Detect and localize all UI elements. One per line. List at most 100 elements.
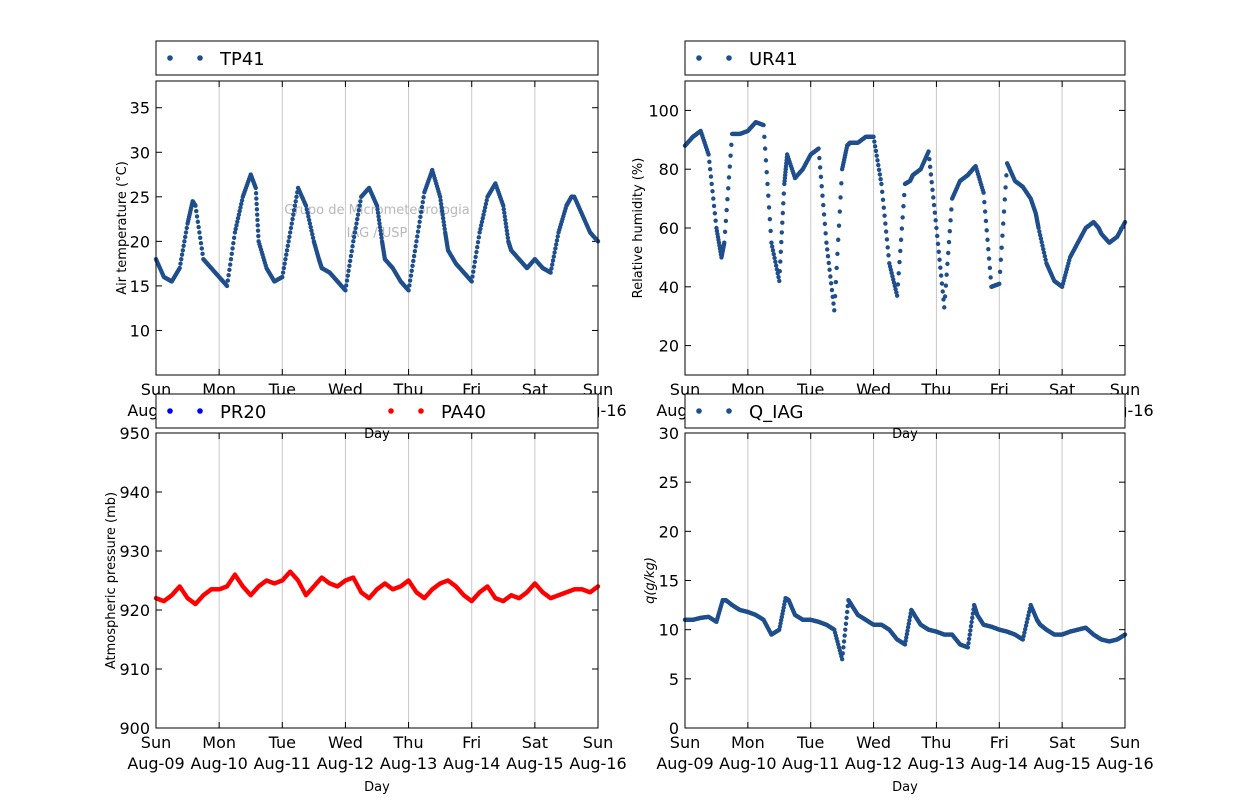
- data-point: [874, 153, 879, 158]
- data-point: [230, 246, 235, 251]
- data-point: [729, 142, 734, 147]
- data-point: [842, 633, 847, 638]
- data-point: [928, 172, 934, 177]
- data-point: [224, 283, 230, 289]
- y-tick-label: 910: [119, 660, 150, 679]
- data-point: [289, 221, 294, 226]
- plot-frame: [155, 432, 599, 729]
- data-point: [379, 235, 384, 240]
- x-tick-label-day: Sat: [522, 733, 548, 752]
- data-point: [356, 207, 362, 213]
- data-point: [374, 203, 380, 208]
- data-point: [345, 273, 350, 278]
- series-UR41: [682, 119, 1128, 313]
- data-point: [986, 256, 992, 261]
- data-point: [306, 217, 312, 223]
- data-point: [938, 273, 944, 278]
- data-point: [836, 223, 842, 228]
- data-point: [410, 263, 415, 269]
- legend-frame: [684, 393, 1126, 429]
- data-point: [178, 261, 183, 266]
- data-point: [904, 635, 909, 640]
- data-point: [198, 235, 203, 240]
- y-tick-label: 900: [119, 719, 150, 738]
- data-point: [966, 640, 971, 646]
- data-point: [1039, 239, 1044, 245]
- x-tick-label-date: Aug-13: [908, 754, 965, 773]
- data-point: [935, 233, 940, 239]
- data-point: [708, 174, 714, 179]
- data-point: [773, 259, 778, 265]
- data-point: [442, 226, 447, 232]
- data-point: [479, 219, 485, 224]
- data-point: [778, 249, 783, 255]
- data-point: [280, 274, 285, 280]
- data-point: [309, 228, 314, 233]
- data-point: [376, 214, 381, 219]
- data-point: [228, 256, 234, 262]
- data-point: [375, 210, 381, 216]
- data-point: [183, 230, 189, 235]
- data-point: [943, 283, 949, 288]
- data-point: [439, 208, 445, 214]
- data-point: [834, 265, 839, 271]
- data-point: [897, 259, 902, 265]
- data-point: [1023, 623, 1029, 628]
- data-point: [709, 181, 714, 187]
- data-point: [905, 628, 910, 633]
- data-point: [472, 259, 478, 265]
- data-point: [711, 203, 717, 209]
- data-point: [234, 223, 239, 228]
- data-point: [872, 139, 877, 144]
- data-point: [1000, 233, 1005, 238]
- data-point: [728, 153, 733, 158]
- data-point: [501, 203, 506, 208]
- data-point: [549, 266, 554, 271]
- data-point: [232, 230, 238, 235]
- data-point: [968, 624, 974, 629]
- data-point: [707, 159, 712, 165]
- data-point: [879, 181, 884, 187]
- y-tick-label: 20: [659, 522, 679, 541]
- data-point: [840, 651, 845, 656]
- data-point: [1041, 246, 1046, 252]
- data-point: [415, 229, 421, 234]
- data-point: [942, 305, 947, 310]
- data-point: [470, 274, 475, 279]
- x-tick-label-date: Aug-15: [506, 754, 563, 773]
- legend-marker: [388, 408, 394, 414]
- data-point: [765, 181, 770, 187]
- data-point: [475, 244, 480, 250]
- data-point: [354, 221, 359, 226]
- x-tick-label-day: Fri: [462, 733, 481, 752]
- chart-panel-1: 101520253035SunAug-09MonAug-10TueAug-11W…: [115, 40, 627, 442]
- data-point: [780, 210, 786, 216]
- x-tick-label-date: Aug-10: [719, 754, 776, 773]
- data-point: [195, 219, 201, 224]
- data-point: [878, 177, 883, 182]
- grid-lines: [747, 433, 1063, 728]
- x-tick-label-date: Aug-11: [782, 754, 839, 773]
- data-point: [711, 196, 716, 201]
- data-point: [931, 202, 937, 208]
- data-point: [179, 256, 184, 262]
- data-point: [254, 196, 259, 201]
- data-point: [1023, 626, 1028, 632]
- data-point: [347, 263, 352, 269]
- data-point: [505, 235, 511, 240]
- data-point: [986, 246, 991, 252]
- chart-panel-2: 20406080100SunAug-09MonAug-10TueAug-11We…: [631, 40, 1154, 442]
- x-axis-label: Day: [892, 427, 918, 442]
- x-tick-label-day: Sun: [141, 733, 171, 752]
- data-point: [907, 614, 913, 620]
- data-point: [1025, 616, 1030, 622]
- data-point: [348, 253, 354, 259]
- data-point: [254, 201, 259, 207]
- data-point: [294, 194, 299, 200]
- data-point: [945, 261, 950, 267]
- data-point: [478, 226, 483, 232]
- data-point: [255, 228, 261, 233]
- data-point: [196, 224, 201, 230]
- plot-frame: [684, 432, 1126, 729]
- data-point: [829, 287, 835, 293]
